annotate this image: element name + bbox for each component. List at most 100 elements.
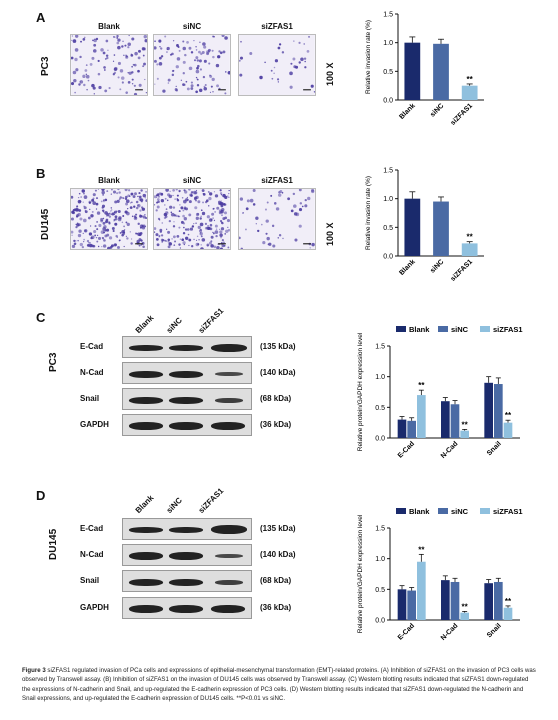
lane-label-c-1: Blank bbox=[133, 313, 156, 335]
lane-label-c-2: siNC bbox=[164, 315, 184, 335]
row-label-d: DU145 bbox=[48, 528, 59, 560]
x-tick-label: N-Cad bbox=[440, 440, 460, 460]
image-title-a-1: Blank bbox=[98, 22, 120, 31]
figure-caption: Figure 3 siZFAS1 regulated invasion of P… bbox=[22, 666, 538, 704]
y-tick-label: 0.5 bbox=[375, 587, 385, 594]
x-tick-label: E-Cad bbox=[397, 440, 416, 459]
blot-name-c-2: N-Cad bbox=[80, 368, 104, 377]
kda-c-2: (140 kDa) bbox=[260, 368, 296, 377]
chart-b: Relative invasion rate (%) 0.0 0.5 1.0 1.5 Bl… bbox=[365, 168, 484, 283]
bar bbox=[404, 198, 421, 256]
x-tick-label: siZFAS1 bbox=[450, 258, 475, 283]
lane-label-d-1: Blank bbox=[133, 493, 156, 515]
bar bbox=[494, 581, 503, 620]
legend-label: siNC bbox=[451, 507, 469, 516]
blot-c-ncad bbox=[122, 362, 252, 384]
panel-label-b: B bbox=[36, 166, 46, 181]
micrograph-b-sinc bbox=[153, 188, 231, 250]
row-label-b: DU145 bbox=[40, 208, 51, 240]
y-axis-label: Relative invasion rate (%) bbox=[365, 176, 372, 250]
blot-name-d-1: E-Cad bbox=[80, 524, 104, 533]
image-title-a-3: siZFAS1 bbox=[261, 22, 293, 31]
significance-label: ** bbox=[462, 602, 469, 611]
legend-swatch bbox=[480, 326, 490, 332]
micrograph-a-blank bbox=[70, 34, 148, 96]
blot-c-ecad bbox=[122, 336, 252, 358]
y-tick-label: 0.5 bbox=[383, 225, 393, 232]
y-tick-label: 1.0 bbox=[375, 556, 385, 563]
panel-label-d: D bbox=[36, 488, 46, 503]
legend-swatch bbox=[480, 508, 490, 514]
blot-name-c-3: Snail bbox=[80, 394, 100, 403]
y-tick-label: 1.5 bbox=[375, 526, 385, 533]
bar bbox=[450, 581, 460, 620]
blot-name-c-4: GAPDH bbox=[80, 420, 109, 429]
image-title-b-3: siZFAS1 bbox=[261, 176, 293, 185]
kda-d-1: (135 kDa) bbox=[260, 524, 296, 533]
bar bbox=[460, 430, 469, 438]
blot-d-snail bbox=[122, 570, 252, 592]
significance-label: ** bbox=[418, 381, 425, 390]
lane-label-d-2: siNC bbox=[164, 495, 184, 515]
y-tick-label: 0.5 bbox=[375, 405, 385, 412]
micrograph-a-sizfas1 bbox=[238, 34, 316, 96]
y-tick-label: 0.5 bbox=[383, 69, 393, 76]
significance-label: ** bbox=[467, 233, 474, 242]
legend-label: Blank bbox=[409, 325, 430, 334]
bar bbox=[417, 561, 426, 620]
bar bbox=[461, 85, 478, 100]
bar bbox=[441, 580, 450, 620]
x-tick-label: siNC bbox=[429, 258, 445, 274]
kda-d-4: (36 kDa) bbox=[260, 603, 292, 612]
significance-label: ** bbox=[418, 545, 425, 554]
bar bbox=[441, 401, 450, 438]
y-tick-label: 1.5 bbox=[383, 168, 393, 175]
blot-c-gapdh bbox=[122, 414, 252, 436]
bar bbox=[417, 395, 426, 438]
kda-d-3: (68 kDa) bbox=[260, 576, 292, 585]
bar bbox=[407, 420, 416, 438]
significance-label: ** bbox=[462, 420, 469, 429]
chart-c: Relative protein/GAPDH expression level 0… bbox=[357, 325, 523, 460]
blot-name-d-2: N-Cad bbox=[80, 550, 104, 559]
chart-a: Relative invasion rate (%) 0.0 0.5 1.0 1.5 Bl… bbox=[365, 12, 484, 127]
micrograph-b-blank bbox=[70, 188, 148, 250]
significance-label: ** bbox=[505, 597, 512, 606]
blot-name-d-3: Snail bbox=[80, 576, 100, 585]
lane-label-c-3: siZFAS1 bbox=[196, 306, 226, 335]
bar bbox=[450, 404, 460, 438]
x-tick-label: Blank bbox=[398, 258, 417, 277]
x-tick-label: Blank bbox=[398, 102, 417, 121]
blot-name-c-1: E-Cad bbox=[80, 342, 104, 351]
lane-label-d-3: siZFAS1 bbox=[196, 486, 226, 515]
blot-d-ecad bbox=[122, 518, 252, 540]
bar bbox=[503, 422, 513, 438]
bar bbox=[404, 42, 421, 100]
bar bbox=[397, 589, 407, 620]
significance-label: ** bbox=[505, 411, 512, 420]
image-title-b-2: siNC bbox=[182, 176, 202, 185]
bar bbox=[397, 419, 407, 438]
legend-label: siZFAS1 bbox=[493, 507, 523, 516]
image-title-a-2: siNC bbox=[182, 22, 202, 31]
bar bbox=[433, 201, 449, 256]
bar bbox=[484, 382, 493, 438]
bar bbox=[494, 384, 503, 438]
y-axis-label: Relative invasion rate (%) bbox=[365, 20, 372, 94]
magnification-b: 100 X bbox=[325, 222, 335, 246]
y-tick-label: 1.0 bbox=[383, 40, 393, 47]
y-tick-label: 1.0 bbox=[383, 196, 393, 203]
magnification-a: 100 X bbox=[325, 62, 335, 86]
blot-d-gapdh bbox=[122, 597, 252, 619]
y-tick-label: 0.0 bbox=[383, 98, 393, 105]
kda-c-1: (135 kDa) bbox=[260, 342, 296, 351]
y-tick-label: 1.5 bbox=[375, 344, 385, 351]
kda-c-3: (68 kDa) bbox=[260, 394, 292, 403]
y-tick-label: 1.5 bbox=[383, 12, 393, 19]
row-label-c: PC3 bbox=[48, 352, 59, 372]
bar bbox=[461, 243, 478, 256]
bar bbox=[460, 612, 469, 620]
y-tick-label: 0.0 bbox=[375, 618, 385, 625]
panel-label-c: C bbox=[36, 310, 46, 325]
micrograph-a-sinc bbox=[153, 34, 231, 96]
